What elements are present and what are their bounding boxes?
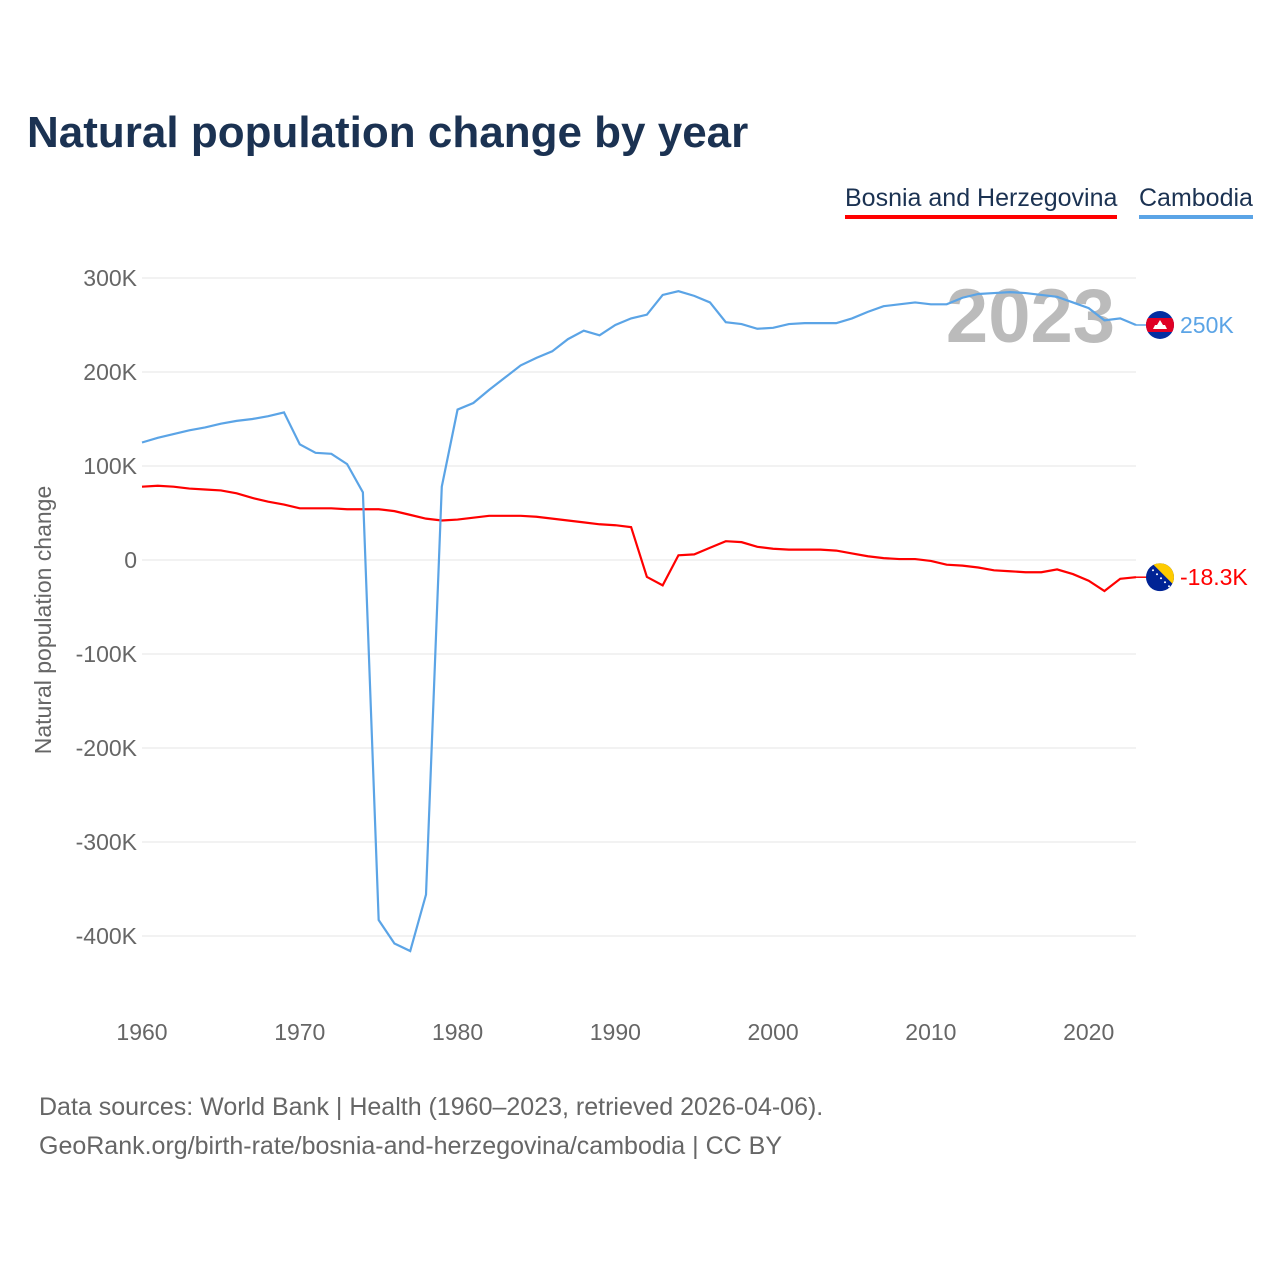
series-line-cambodia[interactable] [141, 290, 1137, 953]
source-line-2[interactable]: GeoRank.org/birth-rate/bosnia-and-herzeg… [39, 1132, 782, 1160]
y-tick-label: -300K [76, 829, 138, 855]
source-line-1: Data sources: World Bank | Health (1960–… [39, 1093, 824, 1121]
end-value-label: 250K [1180, 312, 1234, 338]
x-tick-label: 1980 [432, 1019, 483, 1045]
cambodia-flag-icon [1146, 311, 1174, 339]
y-tick-label: 200K [83, 359, 137, 385]
source-note: Data sources: World Bank | Health (1960–… [39, 1088, 823, 1166]
y-tick-label: 300K [83, 265, 137, 291]
legend-item-bosnia[interactable]: Bosnia and Herzegovina [845, 184, 1118, 219]
y-axis-label: Natural population change [30, 486, 56, 755]
x-tick-label: 2000 [748, 1019, 799, 1045]
x-tick-label: 2020 [1063, 1019, 1114, 1045]
series-line-bosnia[interactable] [141, 484, 1137, 593]
end-value-label: -18.3K [1180, 564, 1248, 590]
y-tick-label: 0 [124, 547, 137, 573]
legend-item-cambodia[interactable]: Cambodia [1139, 184, 1253, 219]
y-tick-label: -100K [76, 641, 138, 667]
x-tick-label: 1990 [590, 1019, 641, 1045]
y-tick-label: -200K [76, 735, 138, 761]
x-tick-label: 1960 [116, 1019, 167, 1045]
year-watermark: 2023 [946, 274, 1115, 359]
x-tick-label: 2010 [905, 1019, 956, 1045]
y-tick-label: 100K [83, 453, 137, 479]
x-tick-label: 1970 [274, 1019, 325, 1045]
chart-title: Natural population change by year [27, 108, 749, 157]
bosnia-flag-icon [1146, 563, 1174, 592]
y-tick-label: -400K [76, 923, 138, 949]
